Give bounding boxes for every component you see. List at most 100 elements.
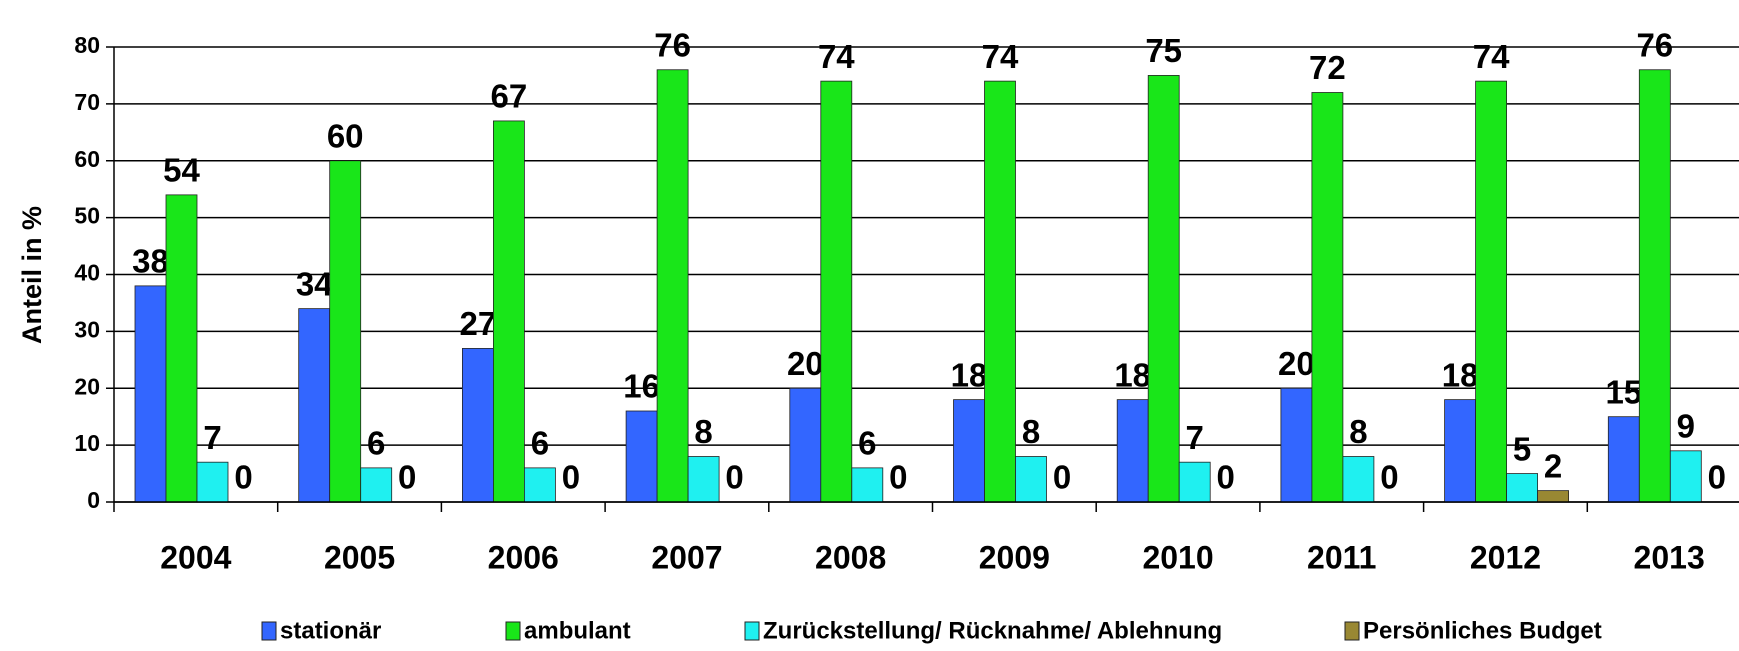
value-label: 6 [858,425,876,462]
value-label: 6 [531,425,549,462]
value-label: 2 [1544,447,1562,484]
value-label: 76 [1636,26,1673,63]
value-label: 7 [1186,419,1204,456]
y-tick-label: 10 [74,430,100,456]
value-label: 0 [1217,459,1235,496]
value-label: 38 [132,243,169,280]
bar [1506,473,1538,503]
value-label: 74 [818,38,855,75]
bar [1669,450,1702,503]
x-tick-label: 2013 [1634,539,1705,575]
value-label: 54 [163,152,200,189]
x-tick-label: 2008 [815,539,886,575]
bar [1147,75,1180,503]
y-tick-label: 50 [74,203,100,229]
value-label: 15 [1605,373,1642,410]
y-tick-label: 30 [74,316,100,342]
bar [1607,416,1640,503]
bar [329,160,362,503]
value-label: 18 [951,356,988,393]
bar [953,399,985,503]
y-tick-label: 40 [74,260,100,286]
bar [1638,69,1671,503]
legend-label: Persönliches Budget [1363,617,1602,644]
bar [524,467,556,503]
bar [625,410,658,503]
value-label: 67 [491,78,528,115]
bar [1475,80,1507,503]
bar [1311,92,1344,503]
y-tick-label: 20 [74,373,100,399]
value-label: 7 [203,419,221,456]
value-label: 5 [1513,430,1531,467]
value-label: 0 [234,459,252,496]
x-tick-label: 2005 [324,539,395,575]
value-label: 0 [725,459,743,496]
y-tick-label: 60 [74,146,100,172]
value-label: 76 [654,26,691,63]
value-label: 18 [1442,356,1479,393]
y-axis-title: Anteil in % [17,206,47,344]
value-label: 60 [327,117,364,154]
bar [1178,461,1211,503]
legend-swatch [505,621,521,641]
x-tick-label: 2006 [488,539,559,575]
bar [687,456,720,503]
bar [851,467,884,503]
bar [165,194,198,503]
value-label: 0 [1053,459,1071,496]
bar [134,285,167,503]
value-label: 74 [1473,38,1510,75]
bar [1015,456,1047,503]
value-label: 8 [1022,413,1040,450]
value-label: 6 [367,425,385,462]
value-label: 9 [1677,408,1695,445]
bar [1537,490,1569,503]
bar [1444,399,1476,503]
value-label: 0 [889,459,907,496]
bar [196,461,229,503]
y-tick-label: 0 [87,487,100,513]
value-label: 34 [296,265,333,302]
bar [461,348,494,503]
legend-swatch [744,621,760,641]
x-tick-label: 2007 [651,539,722,575]
value-label: 0 [1380,459,1398,496]
x-tick-label: 2004 [160,539,231,575]
value-label: 20 [787,345,824,382]
legend-label: stationär [280,617,381,644]
legend-label: ambulant [524,617,631,644]
bar [298,308,331,503]
value-label: 0 [398,459,416,496]
value-label: 18 [1114,356,1151,393]
bar [820,80,853,503]
bar [360,467,393,503]
value-label: 20 [1278,345,1315,382]
value-label: 8 [1349,413,1367,450]
value-label: 75 [1145,32,1182,69]
bar [492,120,525,503]
bar [789,387,822,503]
y-tick-label: 80 [74,32,100,58]
bar [1280,387,1313,503]
legend-swatch [1344,621,1360,641]
bar [656,69,689,503]
x-tick-label: 2011 [1307,539,1376,575]
value-label: 27 [460,305,497,342]
value-label: 72 [1309,49,1346,86]
x-tick-label: 2010 [1142,539,1213,575]
legend-label: Zurückstellung/ Rücknahme/ Ablehnung [763,617,1222,644]
bar [1116,399,1149,503]
value-label: 8 [694,413,712,450]
value-label: 74 [982,38,1019,75]
x-tick-label: 2012 [1470,539,1541,575]
x-tick-label: 2009 [979,539,1050,575]
value-label: 0 [1708,459,1726,496]
legend-swatch [261,621,277,641]
y-tick-label: 70 [74,89,100,115]
bar [984,80,1016,503]
value-label: 16 [623,368,660,405]
bar [1342,456,1375,503]
